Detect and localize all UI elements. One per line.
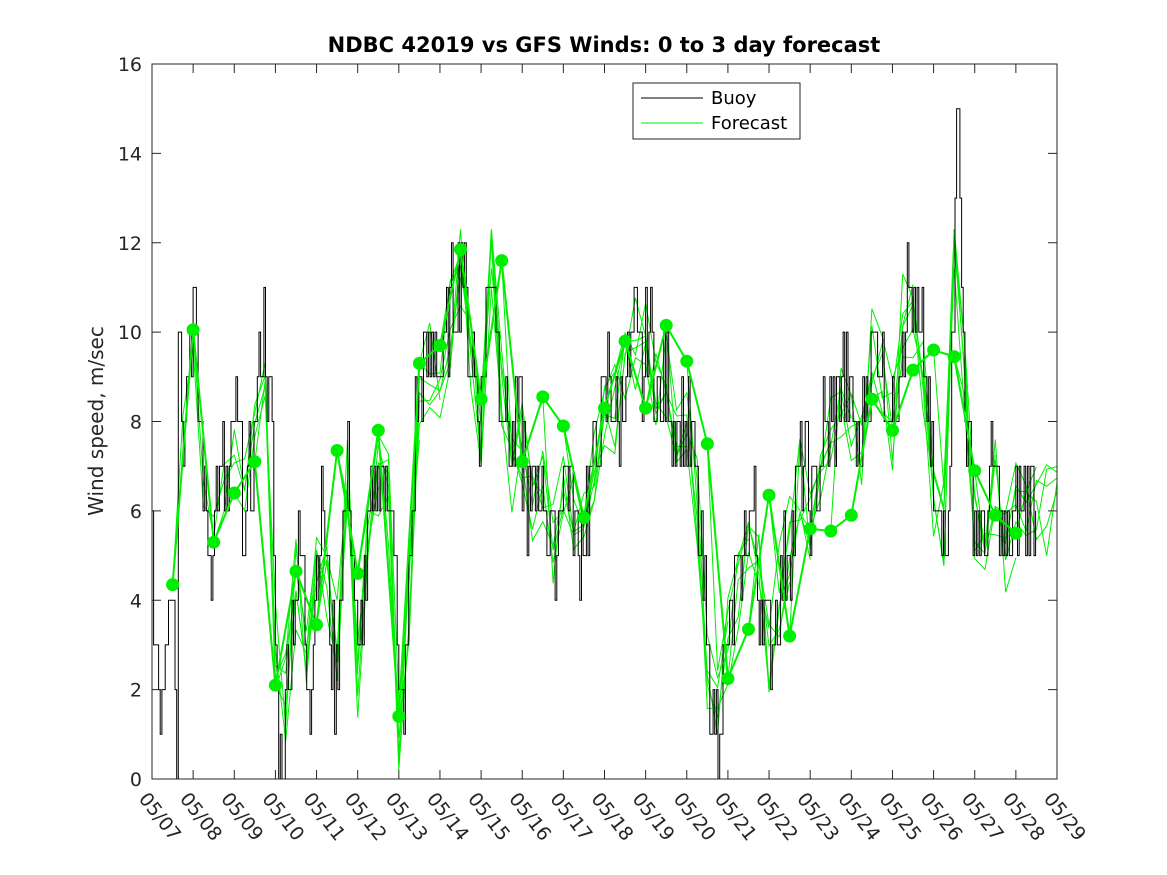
forecast-series-line <box>357 277 482 771</box>
forecast-point <box>371 423 385 437</box>
forecast-point <box>680 354 694 368</box>
forecast-series-line <box>439 229 564 551</box>
forecast-point <box>227 486 241 500</box>
forecast-point <box>700 437 714 451</box>
forecast-point <box>865 392 879 406</box>
forecast-point <box>1009 526 1023 540</box>
y-tick-label: 6 <box>130 501 142 523</box>
forecast-point <box>783 629 797 643</box>
forecast-point <box>639 401 653 415</box>
forecast-series-line <box>645 353 770 735</box>
forecast-point <box>330 444 344 457</box>
forecast-point <box>412 356 426 370</box>
forecast-point <box>166 578 180 592</box>
forecast-point <box>536 390 550 404</box>
forecast-point <box>556 419 570 433</box>
forecast-series-line <box>727 386 852 679</box>
y-tick-label: 12 <box>118 233 142 255</box>
forecast-point <box>310 618 323 632</box>
forecast-series-line <box>686 361 811 710</box>
forecast-series-line <box>562 303 688 529</box>
forecast-point <box>618 334 632 348</box>
legend-forecast-label: Forecast <box>711 113 787 134</box>
legend-box <box>632 82 801 140</box>
forecast-point <box>988 508 1002 522</box>
forecast-series-line <box>1015 482 1057 556</box>
forecast-point <box>598 401 611 415</box>
forecast-point <box>495 254 509 268</box>
forecast-point <box>207 535 221 549</box>
series-layer <box>152 108 1057 779</box>
forecast-point <box>886 423 899 437</box>
forecast-series-line <box>871 245 996 544</box>
forecast-series-line <box>254 381 379 742</box>
forecast-point <box>742 622 755 636</box>
forecast-point <box>268 678 282 692</box>
y-tick-label: 8 <box>130 412 142 434</box>
y-tick-label: 4 <box>130 590 142 612</box>
y-axis-label: Wind speed, m/sec <box>84 326 108 516</box>
forecast-point <box>659 318 673 332</box>
y-tick-label: 2 <box>130 680 142 702</box>
forecast-series-line <box>706 441 832 693</box>
forecast-point <box>947 350 961 364</box>
forecast-point <box>803 522 817 536</box>
forecast-point <box>454 243 467 256</box>
forecast-series-line <box>933 229 1057 571</box>
forecast-series-line <box>892 268 1017 593</box>
y-tick-label: 10 <box>118 322 142 344</box>
forecast-point <box>906 363 920 377</box>
forecast-point <box>186 323 200 337</box>
forecast-point <box>289 564 303 578</box>
forecast-point <box>721 672 735 685</box>
buoy-series-line <box>152 108 1037 779</box>
forecast-point <box>762 488 776 502</box>
legend-buoy-label: Buoy <box>711 88 757 109</box>
forecast-point <box>351 566 365 580</box>
forecast-point <box>433 339 447 352</box>
forecast-series-line <box>809 303 935 529</box>
y-tick-label: 16 <box>118 54 142 76</box>
forecast-point <box>968 464 982 478</box>
forecast-series-line <box>768 352 893 594</box>
forecast-point <box>515 455 529 469</box>
forecast-point <box>577 511 591 525</box>
forecast-point <box>248 455 262 469</box>
forecast-series-line <box>974 461 1057 552</box>
forecast-point <box>844 508 858 522</box>
chart-title: NDBC 42019 vs GFS Winds: 0 to 3 day fore… <box>328 33 881 57</box>
forecast-point <box>392 709 406 723</box>
plot-area <box>152 108 1057 779</box>
forecast-point <box>927 343 941 357</box>
forecast-point <box>474 392 488 406</box>
forecast-point <box>824 524 838 538</box>
legend: Buoy Forecast <box>632 82 801 140</box>
y-tick-label: 14 <box>118 143 142 165</box>
y-tick-label: 0 <box>130 769 142 791</box>
